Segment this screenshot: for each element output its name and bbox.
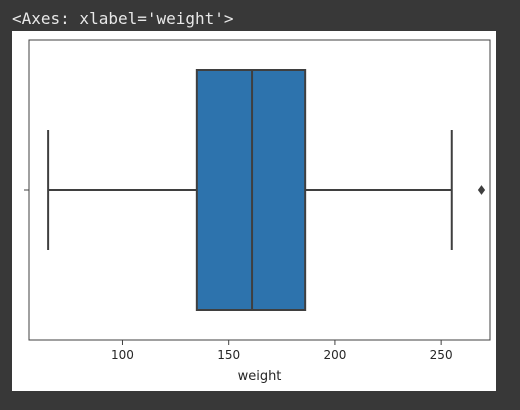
x-axis-label: weight	[238, 369, 282, 384]
x-tick-label-2: 200	[323, 348, 346, 362]
axes-repr-text: <Axes: xlabel='weight'>	[12, 9, 234, 28]
x-tick-label-3: 250	[430, 348, 453, 362]
boxplot-chart: 100 150 200 250 weight	[24, 39, 491, 384]
figure: 100 150 200 250 weight	[12, 31, 496, 391]
plot-area	[47, 69, 486, 311]
iqr-box	[195, 69, 307, 311]
x-axis-ticks: 100 150 200 250	[111, 340, 453, 362]
outlier-point-0	[477, 185, 486, 195]
x-tick-label-1: 150	[217, 348, 240, 362]
x-tick-label-0: 100	[111, 348, 134, 362]
